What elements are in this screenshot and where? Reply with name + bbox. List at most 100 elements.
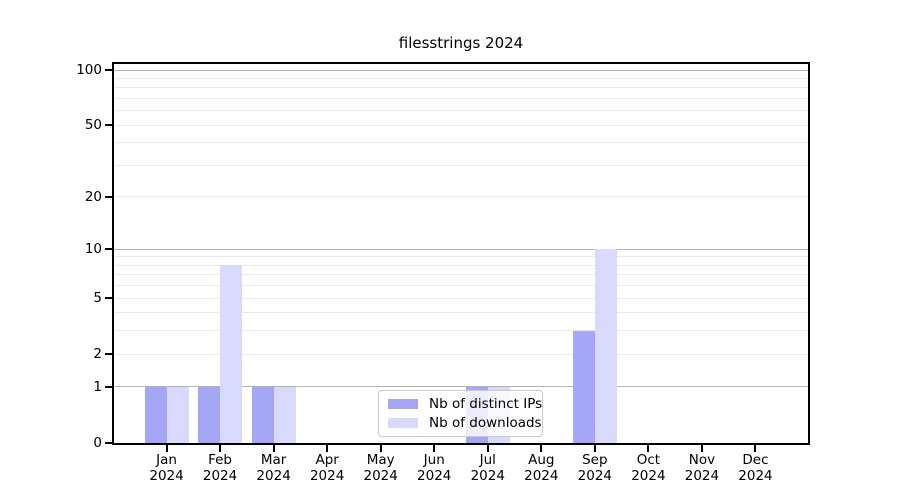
x-tick-year: 2024 — [256, 468, 291, 484]
y-tick-label: 2 — [93, 346, 102, 363]
bar-distinct-ips-mar — [251, 386, 274, 444]
legend-item-downloads: Nb of downloads — [388, 415, 542, 431]
x-tick-label: Sep 2024 — [578, 452, 612, 484]
bar-downloads-jan — [166, 386, 189, 444]
x-tick-mark — [540, 445, 543, 452]
x-tick-mark — [593, 445, 596, 452]
legend-swatch-downloads — [388, 418, 418, 428]
x-tick-label: Jun 2024 — [417, 452, 451, 484]
bar-distinct-ips-sep — [572, 330, 595, 444]
x-tick-mark — [433, 445, 436, 452]
minor-gridline — [114, 87, 808, 89]
bar-downloads-feb — [220, 265, 243, 444]
legend-label-distinct-ips: Nb of distinct IPs — [429, 395, 543, 412]
minor-gridline — [114, 274, 808, 276]
major-gridline — [114, 69, 808, 71]
x-tick-label: Mar 2024 — [256, 452, 290, 484]
y-tick-mark — [105, 442, 112, 444]
minor-gridline — [114, 297, 808, 299]
x-tick-label: Nov 2024 — [685, 452, 719, 484]
legend-label-downloads: Nb of downloads — [429, 414, 542, 431]
minor-gridline — [114, 256, 808, 258]
x-tick-month: Dec — [742, 452, 769, 468]
minor-gridline — [114, 164, 808, 166]
x-tick-year: 2024 — [631, 468, 666, 484]
y-tick-mark — [105, 353, 112, 356]
x-tick-mark — [379, 445, 382, 452]
x-tick-mark — [647, 445, 650, 452]
y-tick-label: 50 — [84, 117, 102, 134]
minor-gridline — [114, 285, 808, 287]
x-tick-month: Oct — [636, 452, 661, 468]
major-gridline — [114, 386, 808, 388]
minor-gridline — [114, 124, 808, 126]
x-tick-label: Apr 2024 — [310, 452, 344, 484]
x-tick-month: Aug — [528, 452, 555, 468]
x-tick-mark — [754, 445, 757, 452]
x-tick-mark — [700, 445, 703, 452]
x-tick-label: Dec 2024 — [738, 452, 772, 484]
minor-gridline — [114, 312, 808, 314]
bar-downloads-sep — [594, 249, 617, 444]
minor-gridline — [114, 264, 808, 266]
minor-gridline — [114, 97, 808, 99]
x-tick-year: 2024 — [202, 468, 238, 484]
x-tick-year: 2024 — [417, 468, 452, 484]
x-tick-month: Apr — [315, 452, 339, 468]
minor-gridline — [114, 353, 808, 355]
x-tick-month: Nov — [688, 452, 716, 468]
x-tick-month: Mar — [260, 452, 287, 468]
x-tick-label: May 2024 — [364, 452, 398, 484]
x-tick-year: 2024 — [738, 468, 773, 484]
x-tick-month: Sep — [582, 452, 608, 468]
x-tick-year: 2024 — [363, 468, 398, 484]
x-tick-month: Jul — [479, 452, 496, 468]
y-tick-mark — [105, 124, 112, 127]
y-tick-mark — [105, 297, 112, 300]
x-tick-month: May — [366, 452, 395, 468]
x-tick-mark — [219, 445, 222, 452]
x-tick-mark — [326, 445, 329, 452]
x-tick-year: 2024 — [149, 468, 184, 484]
major-gridline — [114, 248, 808, 250]
x-tick-year: 2024 — [577, 468, 613, 484]
legend-swatch-distinct-ips — [388, 399, 418, 409]
legend: Nb of distinct IPs Nb of downloads — [378, 390, 543, 437]
bar-downloads-mar — [273, 386, 296, 444]
x-tick-label: Jan 2024 — [149, 452, 183, 484]
x-tick-mark — [165, 445, 168, 452]
y-tick-label: 5 — [93, 290, 102, 307]
x-tick-label: Jul 2024 — [471, 452, 505, 484]
x-tick-mark — [272, 445, 275, 452]
x-tick-year: 2024 — [684, 468, 720, 484]
y-tick-mark — [105, 248, 112, 251]
bar-distinct-ips-feb — [198, 386, 221, 444]
minor-gridline — [114, 330, 808, 332]
minor-gridline — [114, 142, 808, 144]
y-tick-label: 1 — [93, 378, 102, 395]
minor-gridline — [114, 196, 808, 198]
y-tick-mark — [105, 195, 112, 198]
chart-title: filesstrings 2024 — [398, 34, 524, 52]
x-tick-mark — [486, 445, 489, 452]
x-tick-label: Feb 2024 — [203, 452, 237, 484]
x-tick-month: Jan — [156, 452, 177, 468]
minor-gridline — [114, 110, 808, 112]
x-tick-year: 2024 — [470, 468, 505, 484]
x-tick-month: Feb — [208, 452, 233, 468]
x-tick-year: 2024 — [524, 468, 559, 484]
x-tick-month: Jun — [423, 452, 445, 468]
y-tick-mark — [105, 385, 112, 388]
y-tick-label: 20 — [84, 188, 102, 205]
y-tick-mark — [105, 69, 112, 71]
legend-item-distinct-ips: Nb of distinct IPs — [388, 396, 542, 412]
bar-distinct-ips-jan — [144, 386, 167, 444]
x-tick-year: 2024 — [309, 468, 345, 484]
x-tick-label: Oct 2024 — [631, 452, 665, 484]
y-tick-label: 0 — [93, 435, 102, 451]
minor-gridline — [114, 77, 808, 79]
x-tick-label: Aug 2024 — [524, 452, 558, 484]
y-tick-label: 10 — [84, 241, 102, 258]
y-tick-label: 100 — [76, 62, 102, 78]
